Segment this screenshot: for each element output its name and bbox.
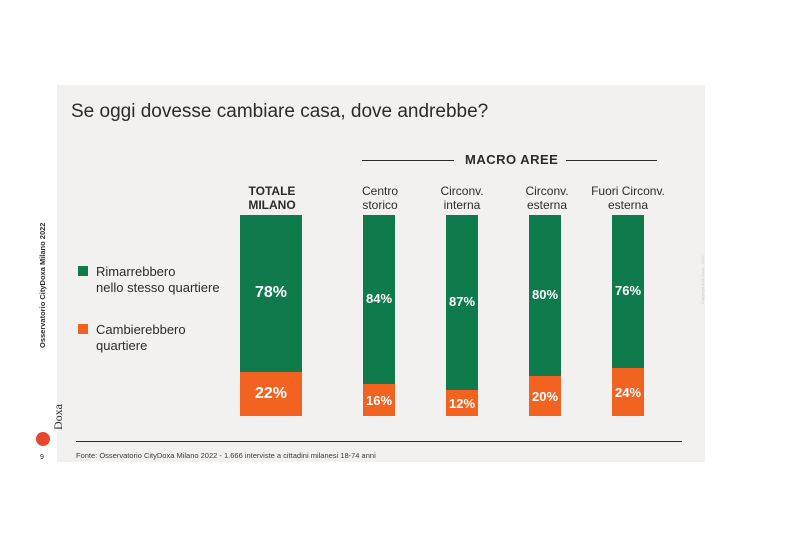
column-label-2: Circonv. interna (440, 184, 484, 212)
brand-logo: Doxa (35, 404, 65, 448)
legend-label-change: Cambierebbero quartiere (96, 322, 186, 353)
logo-text: Doxa (51, 404, 65, 430)
bar-change-3 (529, 376, 561, 416)
bar-stay-1 (363, 215, 395, 384)
column-label-4: Fuori Circonv. esterna (591, 184, 665, 212)
bar-label-stay-3: 80% (531, 287, 559, 302)
footer-rule (76, 441, 682, 442)
macro-aree-label: MACRO AREE (465, 152, 559, 167)
bar-label-stay-2: 87% (448, 294, 476, 309)
column-label-3: Circonv. esterna (525, 184, 569, 212)
bar-change-0 (240, 372, 302, 416)
footer-source: Fonte: Osservatorio CityDoxa Milano 2022… (76, 451, 376, 460)
bar-label-stay-1: 84% (365, 291, 393, 306)
logo-mark-icon (36, 432, 50, 446)
bar-stay-3 (529, 215, 561, 376)
bar-label-stay-0: 78% (254, 283, 288, 301)
column-label-0: TOTALE MILANO (248, 184, 296, 212)
bar-label-change-2: 12% (448, 395, 476, 411)
bar-label-stay-4: 76% (614, 283, 642, 298)
bar-stay-2 (446, 215, 478, 390)
bar-stay-0 (240, 215, 302, 372)
column-label-1: Centro storico (361, 184, 399, 212)
legend-swatch-change (78, 324, 88, 334)
chart-title: Se oggi dovesse cambiare casa, dove andr… (71, 101, 489, 122)
side-report-label: Osservatorio CityDoxa Milano 2022 (38, 222, 47, 348)
macro-rule-right (566, 160, 657, 161)
bar-label-change-4: 24% (614, 384, 642, 400)
legend-label-stay: Rimarrebbero nello stesso quartiere (96, 264, 220, 295)
bar-change-4 (612, 368, 644, 416)
bar-stay-4 (612, 215, 644, 368)
macro-rule-left (362, 160, 454, 161)
macro-aree-header: MACRO AREE (362, 152, 657, 168)
bar-label-change-3: 20% (531, 388, 559, 404)
bar-change-2 (446, 390, 478, 416)
page-number: 9 (40, 454, 44, 461)
bar-label-change-1: 16% (365, 392, 393, 408)
copyright-note: Copyright BVA Doxa - 2022 (700, 255, 705, 304)
legend-swatch-stay (78, 266, 88, 276)
bar-label-change-0: 22% (254, 385, 288, 402)
bar-change-1 (363, 384, 395, 416)
